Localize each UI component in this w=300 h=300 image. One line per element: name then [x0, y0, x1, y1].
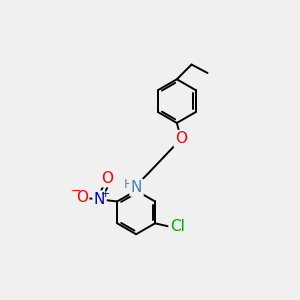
Text: +: + — [100, 189, 110, 199]
Text: H: H — [123, 178, 133, 191]
Text: −: − — [70, 185, 81, 198]
Text: O: O — [76, 190, 88, 205]
Text: N: N — [94, 192, 105, 207]
Text: Cl: Cl — [170, 219, 185, 234]
Text: O: O — [101, 171, 113, 186]
Text: N: N — [131, 180, 142, 195]
Text: O: O — [175, 131, 187, 146]
